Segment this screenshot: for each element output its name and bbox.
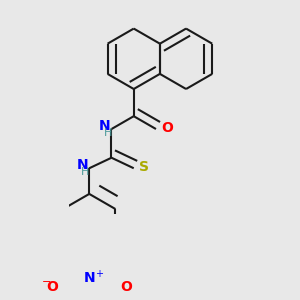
Text: O: O xyxy=(120,280,132,293)
Text: N: N xyxy=(83,271,95,285)
Text: +: + xyxy=(95,269,103,279)
Text: −: − xyxy=(42,277,52,287)
Text: O: O xyxy=(161,121,173,135)
Text: N: N xyxy=(99,119,110,133)
Text: O: O xyxy=(46,280,58,293)
Text: S: S xyxy=(139,160,149,174)
Text: N: N xyxy=(76,158,88,172)
Text: H: H xyxy=(103,128,112,138)
Text: H: H xyxy=(81,167,90,177)
